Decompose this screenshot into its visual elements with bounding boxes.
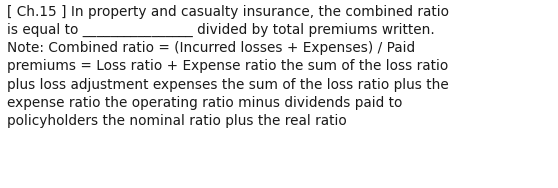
Text: [ Ch.15 ] In property and casualty insurance, the combined ratio
is equal to ___: [ Ch.15 ] In property and casualty insur… — [7, 5, 449, 128]
